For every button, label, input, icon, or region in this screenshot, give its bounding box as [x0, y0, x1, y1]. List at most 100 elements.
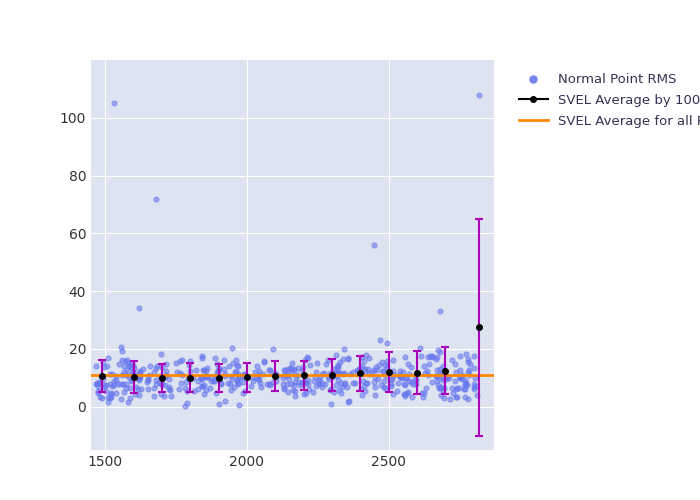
- Normal Point RMS: [400, 390, 411, 398]
- Normal Point RMS: [386, 376, 397, 384]
- Normal Point RMS: [364, 354, 375, 362]
- Normal Point RMS: [120, 357, 131, 365]
- Normal Point RMS: [143, 385, 154, 393]
- Normal Point RMS: [455, 374, 466, 382]
- Normal Point RMS: [155, 380, 166, 388]
- Normal Point RMS: [290, 378, 301, 386]
- Normal Point RMS: [423, 372, 434, 380]
- Normal Point RMS: [410, 380, 421, 388]
- Normal Point RMS: [360, 365, 371, 373]
- Normal Point RMS: [334, 358, 345, 366]
- Normal Point RMS: [214, 364, 225, 372]
- Normal Point RMS: [447, 389, 458, 397]
- Normal Point RMS: [213, 366, 224, 374]
- Normal Point RMS: [290, 387, 301, 395]
- Normal Point RMS: [332, 363, 344, 371]
- Normal Point RMS: [380, 372, 391, 380]
- Normal Point RMS: [94, 378, 105, 386]
- Normal Point RMS: [379, 384, 391, 392]
- Normal Point RMS: [462, 368, 473, 376]
- Normal Point RMS: [230, 367, 241, 375]
- Normal Point RMS: [400, 354, 411, 362]
- Normal Point RMS: [246, 382, 257, 390]
- Normal Point RMS: [134, 367, 146, 375]
- Normal Point RMS: [106, 394, 117, 402]
- Normal Point RMS: [374, 361, 385, 369]
- Normal Point RMS: [302, 353, 313, 361]
- Normal Point RMS: [342, 354, 354, 362]
- Normal Point RMS: [209, 377, 220, 385]
- Normal Point RMS: [204, 384, 216, 392]
- Normal Point RMS: [267, 378, 279, 386]
- Normal Point RMS: [176, 378, 187, 386]
- Normal Point RMS: [418, 390, 429, 398]
- Normal Point RMS: [150, 380, 162, 388]
- Normal Point RMS: [387, 390, 398, 398]
- Normal Point RMS: [359, 386, 370, 394]
- Normal Point RMS: [454, 373, 466, 381]
- Normal Point RMS: [116, 395, 127, 403]
- Normal Point RMS: [96, 394, 107, 402]
- Normal Point RMS: [206, 376, 217, 384]
- Normal Point RMS: [374, 336, 386, 344]
- Normal Point RMS: [102, 393, 113, 401]
- Normal Point RMS: [197, 382, 208, 390]
- Normal Point RMS: [360, 351, 372, 359]
- Normal Point RMS: [104, 370, 116, 378]
- Normal Point RMS: [160, 373, 171, 381]
- Normal Point RMS: [293, 378, 304, 386]
- Normal Point RMS: [363, 365, 374, 373]
- Normal Point RMS: [131, 374, 142, 382]
- Normal Point RMS: [269, 370, 280, 378]
- Normal Point RMS: [356, 362, 368, 370]
- Normal Point RMS: [464, 360, 475, 368]
- Normal Point RMS: [370, 363, 382, 371]
- Normal Point RMS: [208, 377, 219, 385]
- Normal Point RMS: [300, 388, 312, 396]
- Normal Point RMS: [290, 373, 302, 381]
- Normal Point RMS: [258, 370, 269, 378]
- Normal Point RMS: [282, 388, 293, 396]
- Normal Point RMS: [223, 362, 235, 370]
- Normal Point RMS: [267, 344, 278, 352]
- Normal Point RMS: [123, 373, 134, 381]
- Normal Point RMS: [396, 374, 407, 382]
- Normal Point RMS: [332, 370, 344, 378]
- Normal Point RMS: [135, 385, 146, 393]
- Normal Point RMS: [253, 366, 265, 374]
- Normal Point RMS: [285, 365, 296, 373]
- Normal Point RMS: [279, 385, 290, 393]
- Normal Point RMS: [300, 377, 311, 385]
- Normal Point RMS: [227, 344, 238, 352]
- Normal Point RMS: [332, 376, 343, 384]
- Normal Point RMS: [447, 384, 458, 392]
- Normal Point RMS: [438, 362, 449, 370]
- Normal Point RMS: [332, 360, 344, 368]
- Normal Point RMS: [91, 380, 102, 388]
- Normal Point RMS: [398, 380, 409, 388]
- Normal Point RMS: [202, 364, 213, 372]
- Normal Point RMS: [253, 374, 264, 382]
- Normal Point RMS: [313, 380, 324, 388]
- Normal Point RMS: [407, 380, 419, 388]
- Normal Point RMS: [197, 352, 208, 360]
- Normal Point RMS: [227, 359, 238, 367]
- Normal Point RMS: [197, 366, 208, 374]
- Normal Point RMS: [458, 385, 470, 393]
- Normal Point RMS: [372, 366, 383, 374]
- Normal Point RMS: [92, 387, 104, 395]
- Normal Point RMS: [454, 384, 465, 392]
- Normal Point RMS: [358, 358, 370, 366]
- Normal Point RMS: [175, 370, 186, 378]
- Normal Point RMS: [463, 370, 475, 378]
- Normal Point RMS: [319, 380, 330, 388]
- Normal Point RMS: [124, 371, 135, 379]
- Normal Point RMS: [357, 377, 368, 385]
- Normal Point RMS: [200, 386, 211, 394]
- Normal Point RMS: [264, 380, 275, 388]
- Normal Point RMS: [460, 386, 471, 394]
- Normal Point RMS: [133, 374, 144, 382]
- Normal Point RMS: [108, 100, 119, 108]
- Normal Point RMS: [388, 356, 399, 364]
- Normal Point RMS: [430, 372, 442, 380]
